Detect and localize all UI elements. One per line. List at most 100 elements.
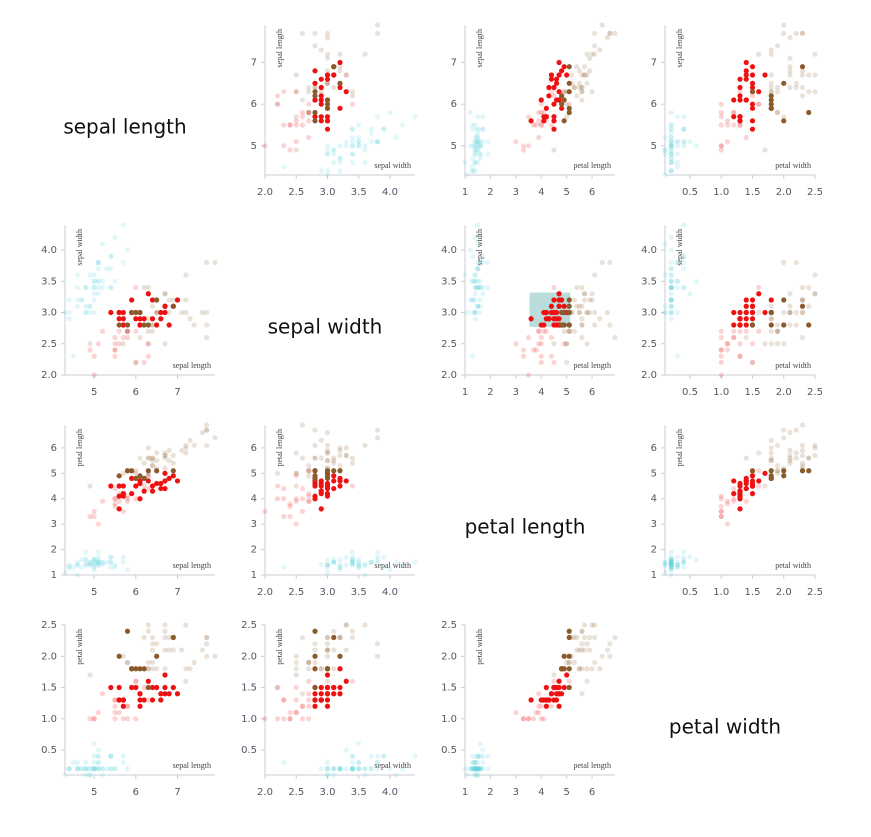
point	[477, 284, 483, 291]
point	[799, 303, 806, 309]
point	[349, 766, 356, 772]
point	[324, 766, 331, 772]
point	[287, 503, 293, 509]
point	[120, 753, 126, 759]
point	[312, 703, 318, 709]
y-axis-label: sepal width	[675, 229, 684, 266]
point	[91, 562, 97, 568]
point	[87, 559, 93, 565]
point	[95, 559, 101, 565]
point	[166, 297, 172, 303]
y-tick-label: 6	[651, 443, 657, 454]
point	[668, 559, 674, 565]
point	[799, 463, 806, 469]
point	[589, 291, 595, 297]
point	[318, 488, 324, 494]
point	[668, 559, 674, 565]
point	[349, 483, 356, 489]
point	[681, 564, 687, 570]
point	[145, 341, 151, 347]
point	[274, 483, 281, 489]
point	[120, 316, 126, 322]
point	[470, 164, 476, 170]
x-tick-label: 5	[564, 387, 570, 398]
point	[170, 303, 176, 309]
point	[133, 678, 139, 684]
point	[324, 703, 331, 709]
point	[574, 64, 580, 70]
point	[87, 716, 93, 722]
point	[129, 468, 135, 474]
point	[343, 622, 349, 628]
point	[91, 284, 97, 291]
point	[145, 455, 151, 461]
point	[187, 666, 193, 672]
point	[553, 97, 560, 103]
point	[91, 562, 97, 568]
point	[475, 753, 481, 759]
point	[668, 284, 674, 291]
point	[768, 316, 774, 322]
point	[756, 483, 762, 489]
point	[324, 468, 331, 474]
point	[337, 59, 343, 66]
point	[543, 309, 549, 316]
point	[381, 126, 387, 132]
point	[349, 549, 356, 555]
point	[149, 297, 156, 303]
x-axis-label: petal width	[775, 561, 811, 570]
point	[374, 139, 381, 145]
point	[137, 697, 143, 703]
point	[95, 549, 101, 555]
point	[149, 488, 156, 494]
point	[756, 284, 762, 291]
x-tick-label: 2	[487, 387, 493, 398]
point	[362, 442, 368, 448]
x-tick-label: 6	[133, 787, 139, 798]
point	[149, 457, 156, 464]
point	[120, 653, 126, 659]
point	[731, 498, 737, 504]
point	[787, 34, 793, 41]
x-axis-label: petal length	[573, 761, 611, 770]
point	[87, 513, 93, 520]
point	[70, 564, 76, 570]
point	[551, 147, 557, 153]
point	[337, 564, 343, 570]
point	[145, 622, 151, 628]
point	[137, 496, 143, 502]
point	[566, 303, 572, 309]
point	[204, 259, 210, 266]
point	[331, 691, 337, 697]
point	[480, 291, 486, 297]
point	[70, 759, 76, 766]
point	[668, 297, 674, 303]
point	[581, 291, 588, 297]
point	[781, 468, 787, 474]
point	[141, 475, 147, 481]
point	[589, 297, 595, 303]
point	[287, 147, 293, 153]
point	[129, 475, 135, 481]
point	[162, 666, 168, 672]
point	[343, 478, 349, 484]
point	[83, 766, 89, 772]
point	[668, 139, 674, 145]
y-tick-label: 2.5	[41, 339, 57, 350]
point	[799, 30, 806, 36]
point	[162, 691, 168, 697]
point	[349, 557, 356, 563]
point	[579, 89, 585, 95]
point	[158, 480, 164, 487]
point	[472, 234, 478, 241]
y-tick-label: 7	[251, 58, 257, 69]
point	[199, 309, 206, 316]
point	[324, 430, 331, 436]
point	[674, 284, 681, 291]
point	[668, 309, 674, 316]
point	[559, 93, 565, 99]
point	[324, 457, 331, 464]
y-tick-label: 2.5	[241, 620, 257, 631]
